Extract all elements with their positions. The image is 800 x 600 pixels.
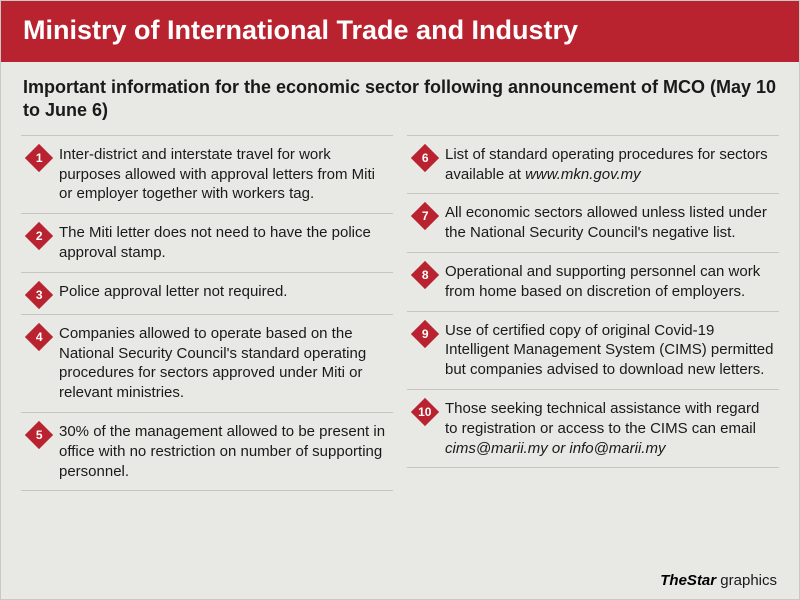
list-item: 10 Those seeking technical assistance wi… (407, 389, 779, 468)
list-item: 1 Inter-district and interstate travel f… (21, 135, 393, 213)
item-text: List of standard operating procedures fo… (445, 144, 775, 185)
item-text: 30% of the management allowed to be pres… (59, 421, 389, 481)
marker-number: 4 (36, 331, 43, 343)
marker-icon: 2 (25, 222, 53, 250)
subtitle-text: Important information for the economic s… (1, 62, 799, 135)
text-em: cims@marii.my or info@marii.my (445, 440, 665, 457)
marker-number: 10 (418, 406, 431, 418)
marker-number: 1 (36, 152, 43, 164)
footer-brand: TheStar (660, 572, 716, 589)
item-text: All economic sectors allowed unless list… (445, 202, 775, 243)
text-em: www.mkn.gov.my (525, 166, 641, 183)
marker-icon: 10 (411, 398, 439, 426)
list-item: 4 Companies allowed to operate based on … (21, 314, 393, 412)
infographic-container: Ministry of International Trade and Indu… (0, 0, 800, 600)
list-item: 7 All economic sectors allowed unless li… (407, 193, 779, 252)
footer-credit: TheStar graphics (660, 572, 777, 589)
item-text: Inter-district and interstate travel for… (59, 144, 389, 204)
item-text: Use of certified copy of original Covid-… (445, 320, 775, 380)
item-text: The Miti letter does not need to have th… (59, 222, 389, 263)
text-pre: Those seeking technical assistance with … (445, 400, 759, 437)
header-title: Ministry of International Trade and Indu… (23, 15, 578, 45)
marker-icon: 9 (411, 319, 439, 347)
list-item: 6 List of standard operating procedures … (407, 135, 779, 194)
list-item: 2 The Miti letter does not need to have … (21, 213, 393, 272)
marker-number: 6 (422, 152, 429, 164)
marker-icon: 6 (411, 144, 439, 172)
marker-number: 5 (36, 429, 43, 441)
marker-icon: 8 (411, 261, 439, 289)
marker-icon: 5 (25, 421, 53, 449)
marker-icon: 7 (411, 202, 439, 230)
header-bar: Ministry of International Trade and Indu… (1, 1, 799, 62)
item-text: Those seeking technical assistance with … (445, 398, 775, 458)
list-item: 3 Police approval letter not required. (21, 272, 393, 314)
right-column: 6 List of standard operating procedures … (407, 135, 779, 492)
item-text: Companies allowed to operate based on th… (59, 323, 389, 403)
left-column: 1 Inter-district and interstate travel f… (21, 135, 393, 492)
marker-number: 7 (422, 210, 429, 222)
marker-number: 8 (422, 269, 429, 281)
content-columns: 1 Inter-district and interstate travel f… (1, 135, 799, 492)
list-item: 9 Use of certified copy of original Covi… (407, 311, 779, 389)
marker-icon: 4 (25, 323, 53, 351)
marker-icon: 1 (25, 144, 53, 172)
marker-number: 2 (36, 230, 43, 242)
marker-number: 9 (422, 328, 429, 340)
marker-number: 3 (36, 289, 43, 301)
list-item: 5 30% of the management allowed to be pr… (21, 412, 393, 491)
item-text: Operational and supporting personnel can… (445, 261, 775, 302)
item-text: Police approval letter not required. (59, 281, 287, 302)
footer-suffix: graphics (716, 572, 777, 589)
list-item: 8 Operational and supporting personnel c… (407, 252, 779, 311)
marker-icon: 3 (25, 281, 53, 309)
